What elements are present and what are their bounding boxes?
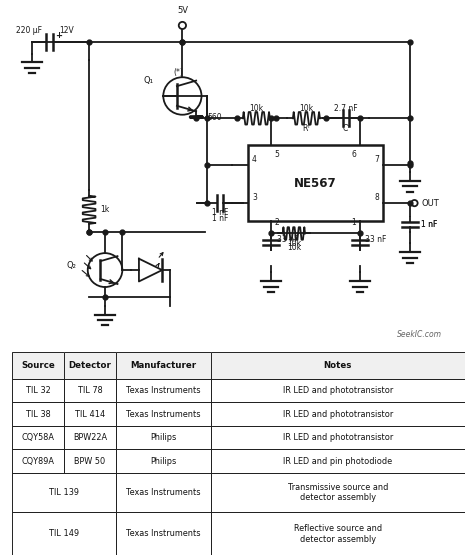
Text: Source: Source	[21, 361, 55, 370]
Text: Detector: Detector	[69, 361, 111, 370]
Text: 2.7 nF: 2.7 nF	[334, 104, 358, 113]
Text: Rᵀ: Rᵀ	[302, 124, 310, 133]
Bar	[12, 449, 64, 473]
Text: SeekIC.com: SeekIC.com	[397, 330, 442, 339]
Text: Texas Instruments: Texas Instruments	[126, 488, 201, 497]
Text: 12V: 12V	[60, 26, 74, 35]
Text: 7: 7	[374, 156, 379, 165]
Text: 1 nF: 1 nF	[421, 220, 438, 229]
Bar	[116, 426, 211, 449]
Bar	[12, 473, 116, 512]
Bar	[64, 426, 116, 449]
Text: 1 nF: 1 nF	[212, 209, 228, 218]
Text: Notes: Notes	[324, 361, 352, 370]
Text: 33 nF: 33 nF	[365, 235, 387, 244]
Text: 6: 6	[351, 151, 356, 160]
Text: Q₁: Q₁	[144, 75, 154, 85]
Bar	[12, 352, 64, 379]
Bar	[64, 449, 116, 473]
Bar	[211, 473, 465, 512]
Text: TIL 414: TIL 414	[75, 410, 105, 418]
Bar	[64, 352, 116, 379]
Bar	[116, 352, 211, 379]
Text: NE567: NE567	[294, 176, 337, 190]
Bar	[211, 352, 465, 379]
Text: BPW 50: BPW 50	[74, 456, 106, 465]
Bar	[12, 426, 64, 449]
Text: TIL 139: TIL 139	[49, 488, 79, 497]
Bar	[116, 473, 211, 512]
Bar	[211, 402, 465, 426]
Text: Reflective source and
detector assembly: Reflective source and detector assembly	[294, 524, 382, 543]
Bar	[211, 379, 465, 402]
Text: 10k: 10k	[287, 239, 301, 248]
Bar	[211, 426, 465, 449]
Text: Texas Instruments: Texas Instruments	[126, 386, 201, 395]
Text: Manufacturer: Manufacturer	[130, 361, 197, 370]
Text: 1: 1	[351, 218, 356, 227]
Bar	[248, 145, 383, 221]
Text: 10k: 10k	[249, 104, 264, 113]
Text: 1 nF: 1 nF	[212, 214, 228, 223]
Text: 560: 560	[208, 113, 222, 122]
Bar	[116, 449, 211, 473]
Text: Cᵀ: Cᵀ	[342, 124, 350, 133]
Text: Philips: Philips	[150, 433, 177, 442]
Text: 1k: 1k	[100, 205, 110, 214]
Text: 3: 3	[252, 194, 257, 203]
Bar	[64, 352, 116, 379]
Text: Q₂: Q₂	[66, 261, 76, 270]
Text: 10k: 10k	[300, 104, 313, 113]
Text: 5: 5	[275, 151, 280, 160]
Text: 1 nF: 1 nF	[421, 220, 438, 229]
Text: 220 µF: 220 µF	[16, 26, 42, 35]
Text: 5V: 5V	[177, 6, 188, 16]
Bar	[64, 402, 116, 426]
Bar	[12, 352, 64, 379]
Text: Philips: Philips	[150, 456, 177, 465]
Text: TIL 149: TIL 149	[49, 530, 79, 538]
Bar	[211, 449, 465, 473]
Text: IR LED and pin photodiode: IR LED and pin photodiode	[283, 456, 392, 465]
Text: 33 nF: 33 nF	[277, 235, 298, 244]
Text: Transmissive source and
detector assembly: Transmissive source and detector assembl…	[288, 483, 388, 502]
Text: OUT: OUT	[421, 199, 439, 208]
Text: 8: 8	[374, 194, 379, 203]
Bar	[116, 379, 211, 402]
Text: (*): (*)	[173, 68, 183, 76]
Text: CQY58A: CQY58A	[21, 433, 55, 442]
Text: 2: 2	[275, 218, 280, 227]
Text: 10k: 10k	[287, 243, 301, 252]
Text: Texas Instruments: Texas Instruments	[126, 530, 201, 538]
Bar	[64, 379, 116, 402]
Bar	[211, 352, 465, 379]
Text: IR LED and phototransistor: IR LED and phototransistor	[283, 410, 393, 418]
Bar	[116, 512, 211, 555]
Text: IR LED and phototransistor: IR LED and phototransistor	[283, 433, 393, 442]
Bar	[12, 512, 116, 555]
Text: CQY89A: CQY89A	[21, 456, 55, 465]
Text: +: +	[55, 31, 62, 40]
Text: IR LED and phototransistor: IR LED and phototransistor	[283, 386, 393, 395]
Text: TIL 38: TIL 38	[26, 410, 50, 418]
Bar	[116, 352, 211, 379]
Text: BPW22A: BPW22A	[73, 433, 107, 442]
Bar	[12, 402, 64, 426]
Bar	[116, 402, 211, 426]
Bar	[211, 512, 465, 555]
Text: TIL 32: TIL 32	[26, 386, 50, 395]
Text: 4: 4	[252, 156, 257, 165]
Text: Texas Instruments: Texas Instruments	[126, 410, 201, 418]
Text: TIL 78: TIL 78	[78, 386, 102, 395]
Bar	[12, 379, 64, 402]
